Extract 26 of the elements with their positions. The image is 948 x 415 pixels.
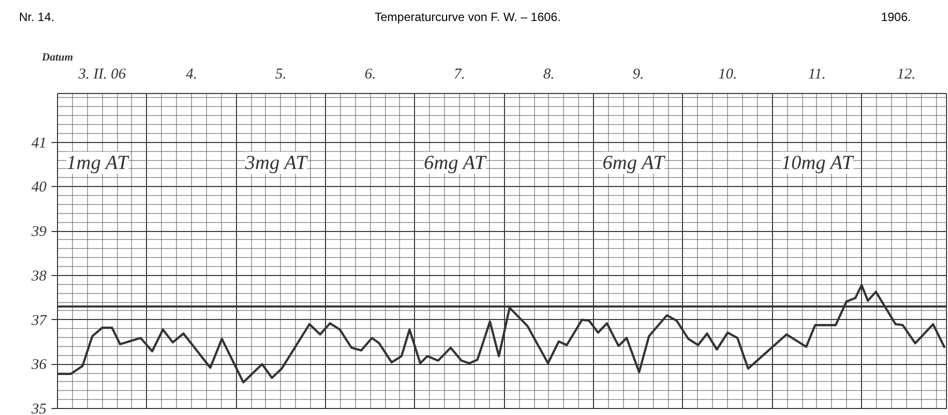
- chart-title: Temperaturcurve von F. W. – 1606.: [374, 9, 561, 26]
- annotation: 6mg AT: [602, 152, 666, 174]
- text: Nr. 14.: [19, 9, 54, 26]
- annotation: 1mg AT: [66, 152, 130, 174]
- x-tick-label: 4.: [186, 66, 198, 82]
- annotation: 3mg AT: [244, 152, 309, 174]
- y-tick-label: 36: [30, 357, 47, 374]
- x-tick-label: 12.: [896, 66, 916, 82]
- y-tick-label: 38: [30, 268, 47, 284]
- x-tick-label: 11.: [808, 66, 826, 82]
- y-tick-label: 40: [32, 180, 47, 196]
- x-tick-label: 8.: [543, 66, 555, 82]
- text: 1906.: [880, 9, 911, 26]
- x-tick-label: 6.: [364, 66, 376, 82]
- x-tick-label: 3. II. 06: [77, 66, 126, 82]
- y-tick-label: 41: [32, 135, 46, 152]
- x-tick-label: 5.: [275, 66, 286, 82]
- x-tick-label: 10.: [718, 66, 737, 82]
- y-tick-label: 39: [30, 224, 47, 240]
- x-tick-label: 7.: [454, 66, 466, 82]
- annotation: 6mg AT: [424, 152, 488, 174]
- y-tick-label: 35: [30, 402, 47, 415]
- annotation: 10mg AT: [781, 152, 855, 174]
- x-axis-title: Datum: [40, 52, 74, 64]
- y-tick-label: 37: [30, 312, 48, 329]
- x-tick-label: 9.: [632, 66, 644, 82]
